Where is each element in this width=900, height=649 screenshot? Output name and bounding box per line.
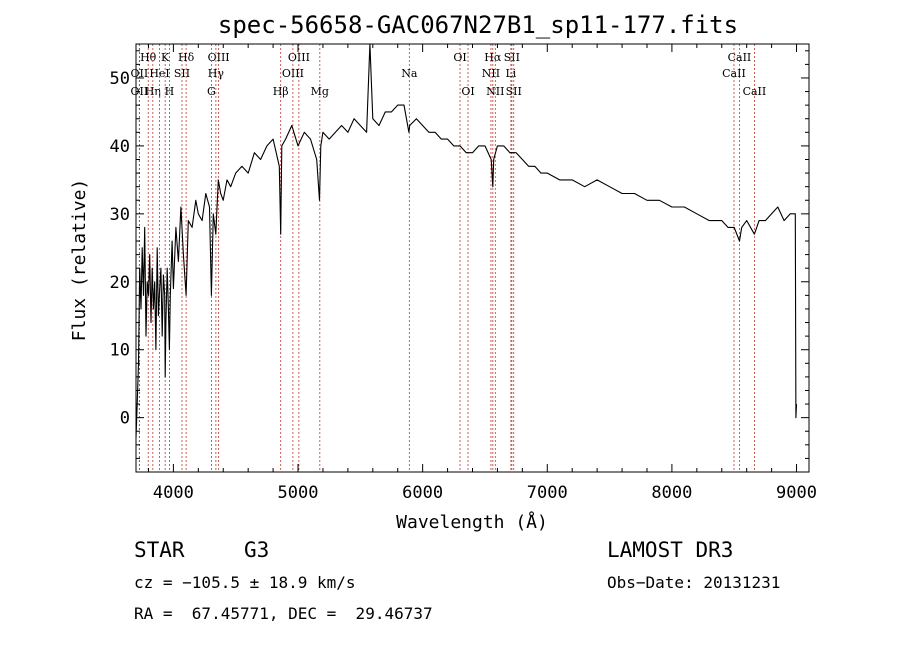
spectral-line-label: CaII: [743, 85, 767, 98]
spectral-line-label: OIII: [288, 51, 310, 64]
object-type: STAR: [134, 538, 185, 562]
redshift-velocity: cz = −105.5 ± 18.9 km/s: [134, 573, 356, 592]
y-tick-label: 30: [110, 205, 130, 225]
survey-name: LAMOST DR3: [607, 538, 734, 562]
spectral-line-label: OI: [461, 85, 474, 98]
spectral-line-label: Mg: [311, 85, 329, 98]
spectral-line-label: H: [165, 85, 175, 98]
spectral-line-label: OII: [131, 67, 149, 80]
spectral-class: G3: [244, 538, 270, 562]
spectral-line-markers: HθOIIOIIHηHeIKSIIHHδOIIIHγGOIIIOIIIHβMgN…: [131, 44, 767, 472]
spectral-line-label: Li: [505, 67, 516, 80]
y-tick-label: 20: [110, 273, 130, 293]
spectral-line-label: Hα: [484, 51, 502, 64]
spectral-line-label: Na: [401, 67, 418, 80]
y-tick-label: 50: [110, 69, 130, 89]
observation-date: Obs−Date: 20131231: [607, 573, 781, 592]
spectral-line-label: OIII: [208, 51, 230, 64]
spectral-line-label: Hδ: [178, 51, 195, 64]
spectral-line-label: Hγ: [208, 67, 225, 80]
x-tick-label: 9000: [776, 483, 817, 503]
spectral-line-label: Hθ: [140, 51, 157, 64]
spectral-line-label: HeI: [149, 67, 169, 80]
spectral-line-label: NII: [482, 67, 500, 80]
chart-title: spec-56658-GAC067N27B1_sp11-177.fits: [218, 11, 738, 39]
spectral-line-label: SII: [504, 51, 520, 64]
x-tick-label: 7000: [527, 483, 568, 503]
spectral-line-label: OIII: [282, 67, 304, 80]
spectral-line-label: SII: [174, 67, 190, 80]
x-tick-label: 5000: [278, 483, 319, 503]
plot-frame: [135, 43, 810, 473]
spectral-line-label: Hη: [145, 85, 161, 98]
x-tick-label: 6000: [402, 483, 443, 503]
spectral-line-label: NII: [486, 85, 504, 98]
axis-ticks: 4000 5000 6000 7000 8000 9000 0 10 20 30 40 50: [110, 44, 817, 503]
y-tick-label: 0: [120, 409, 130, 429]
spectral-line-label: G: [207, 85, 216, 98]
flux-series: [135, 43, 798, 439]
x-tick-label: 4000: [153, 483, 194, 503]
coordinates: RA = 67.45771, DEC = 29.46737: [134, 604, 433, 623]
spectral-line-label: Hβ: [273, 85, 289, 98]
spectral-line-label: K: [161, 51, 170, 64]
spectral-line-label: SII: [506, 85, 522, 98]
x-tick-label: 8000: [651, 483, 692, 503]
spectral-line-label: OI: [453, 51, 466, 64]
y-axis-label: Flux (relative): [69, 179, 90, 342]
y-tick-label: 40: [110, 137, 130, 157]
spectral-line-label: CaII: [728, 51, 752, 64]
spectral-line-label: CaII: [722, 67, 746, 80]
y-tick-label: 10: [110, 341, 130, 361]
flux-line: [135, 43, 798, 439]
x-axis-label: Wavelength (Å): [396, 511, 548, 533]
